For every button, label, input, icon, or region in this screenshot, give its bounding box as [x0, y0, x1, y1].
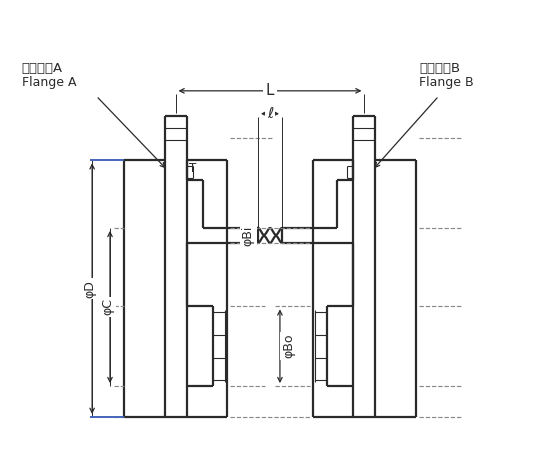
Text: φD: φD [84, 279, 97, 297]
Text: φC: φC [102, 298, 114, 315]
Text: Flange B: Flange B [419, 76, 474, 90]
Text: フランジA: フランジA [22, 63, 63, 76]
Text: Flange A: Flange A [22, 76, 76, 90]
Text: フランジB: フランジB [419, 63, 460, 76]
Text: φBi: φBi [241, 225, 255, 246]
Text: T: T [188, 162, 196, 176]
Text: ℓ: ℓ [267, 106, 273, 121]
Text: φBo: φBo [282, 334, 295, 359]
Text: L: L [266, 83, 274, 99]
